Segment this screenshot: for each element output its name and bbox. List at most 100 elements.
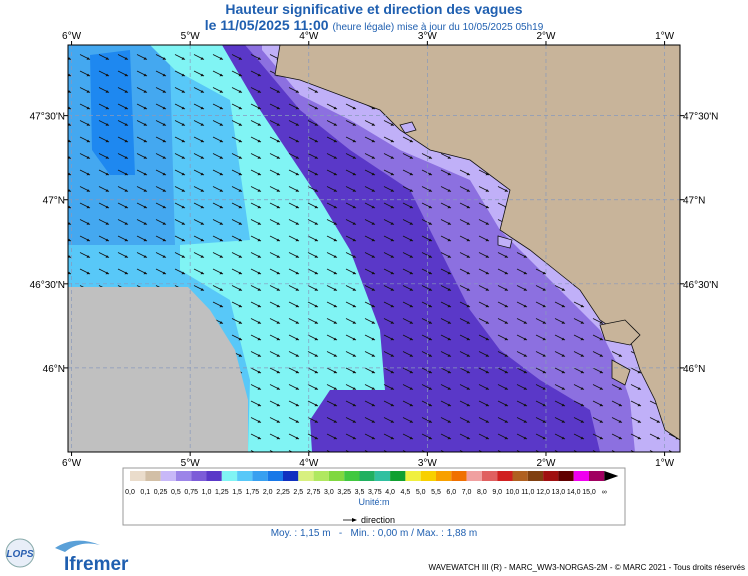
color-swatch <box>160 471 176 481</box>
colorbar-label: 2,25 <box>276 489 290 496</box>
color-swatch <box>451 471 467 481</box>
colorbar-label: 4,0 <box>385 489 395 496</box>
colorbar-label: 1,0 <box>202 489 212 496</box>
colorbar-label: 0,25 <box>154 489 168 496</box>
color-swatch <box>328 471 345 481</box>
color-swatch <box>206 471 222 481</box>
colorbar-label: ∞ <box>602 489 607 496</box>
color-swatch <box>313 471 329 481</box>
colorbar-label: 5,0 <box>416 489 426 496</box>
island <box>611 359 631 386</box>
title: Hauteur significative et direction des v… <box>225 1 522 17</box>
no-data <box>68 287 248 452</box>
lops-text: LOPS <box>6 549 34 560</box>
lat-label: 47°N <box>683 196 705 207</box>
colorbar-label: 1,75 <box>246 489 260 496</box>
lat-label: 46°N <box>43 364 65 375</box>
colorbar-label: 13,0 <box>552 489 566 496</box>
colorbar-label: 12,0 <box>536 489 550 496</box>
subtitle: le 11/05/2025 11:00 (heure légale) mise à… <box>205 17 544 33</box>
color-swatch <box>527 471 544 481</box>
lon-label: 1°W <box>655 458 675 469</box>
color-swatch <box>145 471 161 481</box>
color-swatch <box>436 471 452 481</box>
lon-label: 6°W <box>62 31 82 42</box>
grid <box>68 45 680 452</box>
colorbar-label: 3,25 <box>337 489 351 496</box>
land <box>274 45 680 441</box>
colorbar-label: 2,0 <box>263 489 273 496</box>
ifremer-wave <box>55 540 100 552</box>
map-frame <box>67 44 681 453</box>
color-swatch <box>558 471 574 481</box>
lat-label: 46°N <box>683 364 705 375</box>
date: le 11/05/2025 11:00 <box>205 17 329 33</box>
colorbar-label: 2,5 <box>293 489 303 496</box>
lon-label: 3°W <box>418 31 438 42</box>
color-swatch <box>221 471 238 481</box>
lon-label: 6°W <box>62 458 82 469</box>
color-swatch <box>267 471 283 481</box>
colorbar: 0,0 0,1 0,25 0,5 0,75 1,0 1,25 1,5 1,75 2,0 2,25 2,… <box>125 471 619 496</box>
color-swatch <box>420 471 436 481</box>
colorbar-label: 4,5 <box>401 489 411 496</box>
color-swatch <box>543 471 559 481</box>
ifremer-text: Ifremer <box>64 554 129 575</box>
color-swatch <box>298 471 314 481</box>
color-swatch <box>481 471 498 481</box>
lat-label: 46°30'N <box>30 280 65 291</box>
lon-label: 5°W <box>181 458 201 469</box>
colorbar-label: 3,0 <box>324 489 334 496</box>
lon-label: 5°W <box>181 31 201 42</box>
lon-label: 1°W <box>655 31 675 42</box>
color-swatch <box>344 471 360 481</box>
color-swatch <box>512 471 528 481</box>
direction-label: direction <box>361 515 395 525</box>
colorbar-label: 8,0 <box>477 489 487 496</box>
unit: Unité:m <box>358 497 389 507</box>
color-swatch <box>466 471 482 481</box>
color-swatch <box>589 471 605 481</box>
colorbar-label: 0,1 <box>140 489 150 496</box>
lon-label: 2°W <box>536 458 556 469</box>
island <box>497 235 513 249</box>
colorbar-label: 9,0 <box>492 489 502 496</box>
colorbar-arrow <box>604 471 619 481</box>
ticks: 6°W 6°W 5°W 5°W 4°W 4°W 3°W 3°W 2°W 2°W 1°W 1°W 47°3… <box>30 31 719 469</box>
lon-label: 4°W <box>299 31 319 42</box>
colorbar-label: 10,0 <box>506 489 520 496</box>
lat-label: 47°N <box>43 196 65 207</box>
colorbar-label: 0,5 <box>171 489 181 496</box>
colorbar-label: 0,75 <box>184 489 198 496</box>
color-swatch <box>497 471 513 481</box>
color-swatch <box>237 471 253 481</box>
island <box>599 319 641 346</box>
color-swatch <box>390 471 406 481</box>
color-swatch <box>573 471 589 481</box>
color-swatch <box>252 471 268 481</box>
color-swatch <box>405 471 421 481</box>
lon-label: 2°W <box>536 31 556 42</box>
colorbar-label: 1,5 <box>232 489 242 496</box>
colorbar-label: 7,0 <box>462 489 472 496</box>
color-swatch <box>191 471 207 481</box>
lat-label: 46°30'N <box>683 280 718 291</box>
lon-label: 3°W <box>418 458 438 469</box>
color-swatch <box>374 471 391 481</box>
colorbar-label: 15,0 <box>582 489 596 496</box>
colorbar-label: 6,0 <box>446 489 456 496</box>
colorbar-label: 11,0 <box>521 489 534 496</box>
colorbar-label: 2,75 <box>307 489 321 496</box>
colorbar-label: 3,75 <box>368 489 382 496</box>
color-swatch <box>175 471 192 481</box>
lops-logo <box>5 538 35 568</box>
direction-arrow-head <box>352 518 357 522</box>
lon-label: 4°W <box>299 458 319 469</box>
color-swatch <box>283 471 299 481</box>
lat-label: 47°30'N <box>30 112 65 123</box>
map <box>68 45 680 452</box>
stats: Moy. : 1,15 m - Min. : 0,00 m / Max. : 1… <box>271 528 478 539</box>
colorbar-label: 0,0 <box>125 489 135 496</box>
color-swatch <box>359 471 375 481</box>
